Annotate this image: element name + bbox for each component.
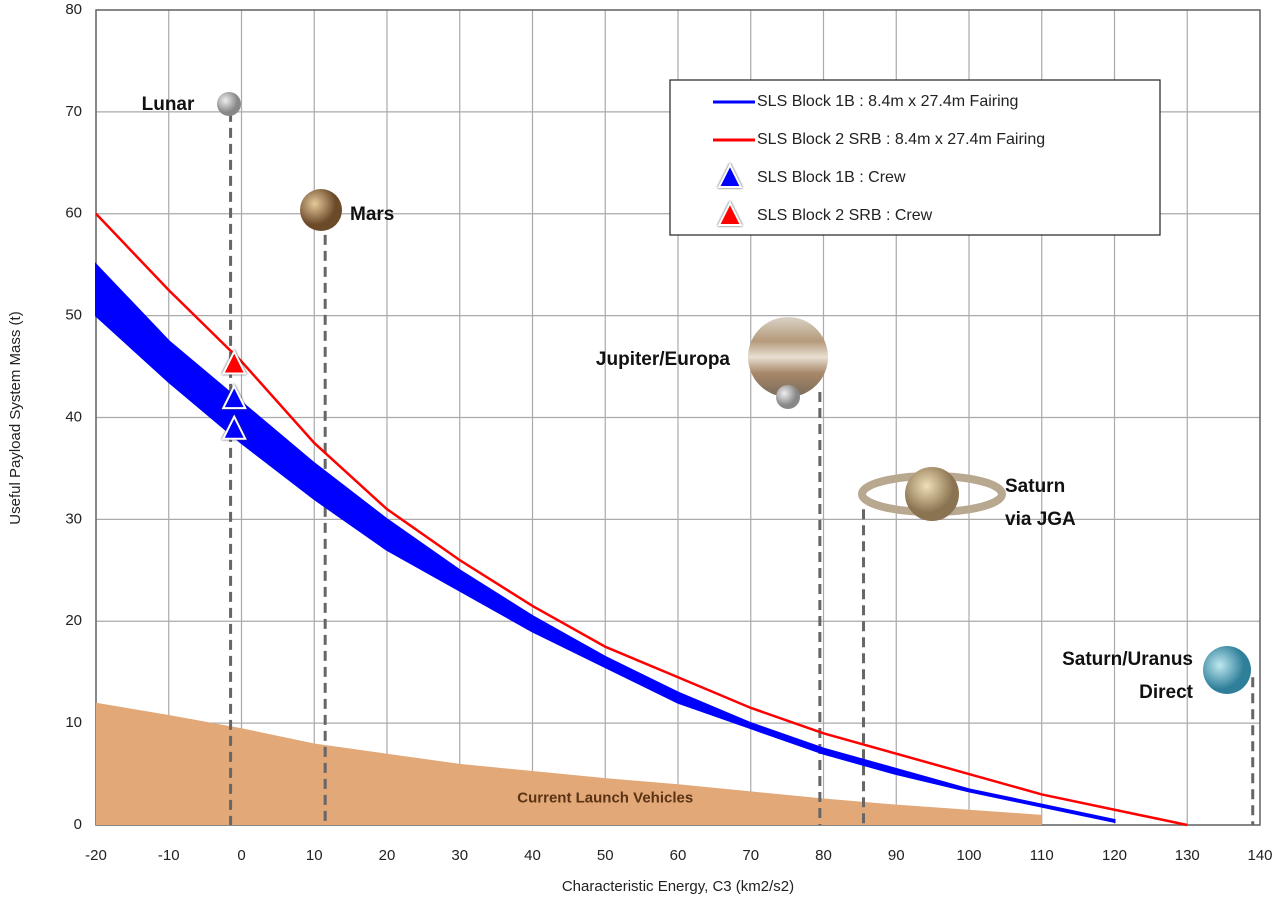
x-tick-label: -10	[158, 847, 180, 864]
x-tick-label: 0	[237, 847, 245, 864]
x-tick-label: 90	[888, 847, 905, 864]
line	[95, 212, 1188, 827]
legend-box	[669, 79, 1161, 236]
x-tick-label: 30	[451, 847, 468, 864]
y-tick-label: 0	[74, 816, 82, 833]
legend-label: SLS Block 1B : Crew	[757, 169, 906, 186]
destination-label: Saturn	[1005, 476, 1065, 497]
destination-label: Lunar	[142, 94, 195, 115]
planet-icon	[748, 317, 828, 397]
area-label: Current Launch Vehicles	[517, 789, 693, 806]
triangle-marker	[221, 383, 247, 410]
triangle-marker	[221, 414, 247, 440]
x-tick-label: 140	[1247, 847, 1272, 864]
legend: SLS Block 1B : 8.4m x 27.4m Fairing SLS B…	[669, 79, 1161, 236]
moon-icon	[776, 385, 800, 409]
x-axis-title: Characteristic Energy, C3 (km2/s2)	[562, 878, 794, 895]
area	[96, 702, 1042, 825]
legend-label: SLS Block 2 SRB : 8.4m x 27.4m Fairing	[757, 131, 1045, 148]
planet-icon	[300, 189, 342, 231]
destination-label: Direct	[1139, 682, 1194, 703]
destination-label: Jupiter/Europa	[596, 349, 731, 370]
y-tick-label: 40	[65, 408, 82, 425]
x-tick-label: 60	[670, 847, 687, 864]
legend-label: SLS Block 1B : 8.4m x 27.4m Fairing	[757, 93, 1018, 110]
band	[95, 262, 1116, 824]
legend-label: SLS Block 2 SRB : Crew	[757, 207, 933, 224]
y-tick-label: 20	[65, 612, 82, 629]
x-tick-label: 20	[379, 847, 396, 864]
y-tick-label: 50	[65, 307, 82, 324]
triangle-marker	[221, 349, 247, 375]
y-axis-title: Useful Payload System Mass (t)	[7, 311, 24, 524]
planet-icon	[1203, 646, 1251, 694]
y-tick-label: 10	[65, 714, 82, 731]
x-tick-label: 50	[597, 847, 614, 864]
x-tick-label: 80	[815, 847, 832, 864]
x-tick-label: 10	[306, 847, 323, 864]
x-tick-label: 100	[956, 847, 981, 864]
planet-icon	[217, 92, 241, 116]
x-tick-label: 70	[742, 847, 759, 864]
destination-label: Mars	[350, 204, 394, 225]
triangle-marker	[717, 200, 743, 226]
destination-label: Saturn/Uranus	[1062, 649, 1193, 670]
y-tick-label: 80	[65, 1, 82, 18]
x-tick-label: -20	[85, 847, 107, 864]
x-tick-label: 40	[524, 847, 541, 864]
x-tick-label: 120	[1102, 847, 1127, 864]
triangle-marker	[717, 162, 743, 188]
y-tick-label: 60	[65, 205, 82, 222]
destination-label: via JGA	[1005, 509, 1076, 530]
y-tick-label: 30	[65, 510, 82, 527]
y-tick-label: 70	[65, 103, 82, 120]
x-tick-label: 110	[1030, 847, 1054, 864]
x-tick-label: 130	[1175, 847, 1200, 864]
planet-icon	[905, 467, 959, 521]
plot: Current Launch Vehicles Lunar Mars Jupiter/…	[95, 92, 1255, 827]
